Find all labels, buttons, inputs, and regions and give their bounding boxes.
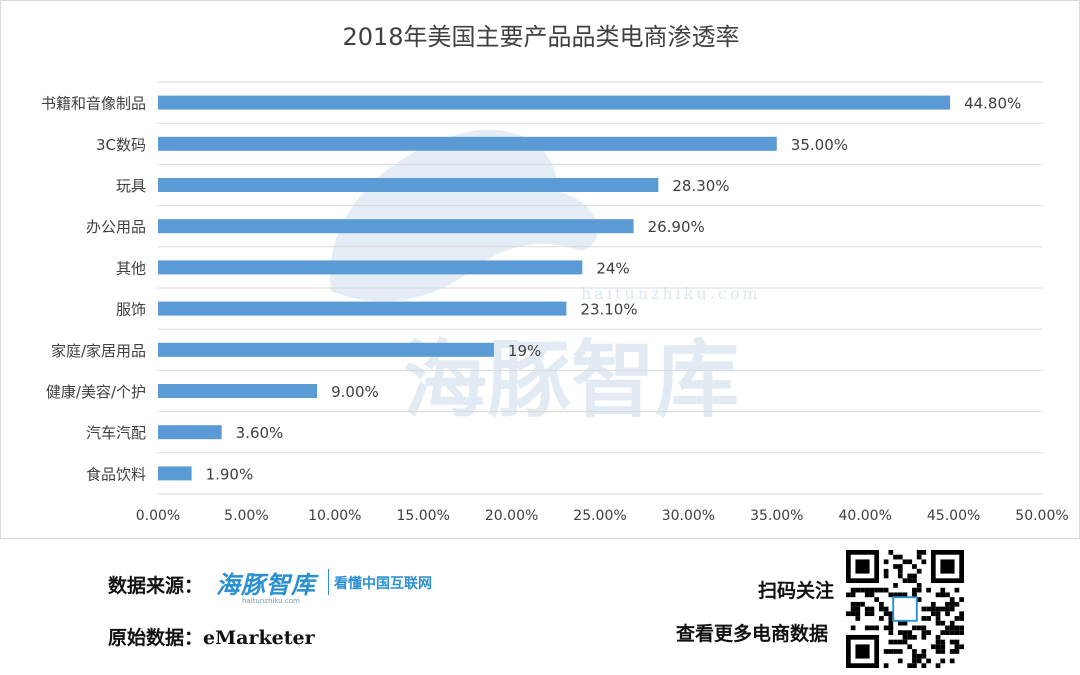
bar	[158, 425, 222, 440]
x-axis-ticks: 0.00% 5.00% 10.00% 15.00% 20.00% 25.00% 30.00%…	[136, 508, 1069, 524]
data-labels: 44.80% 35.00% 28.30% 26.90% 24% 23.10% 19% 9.00…	[206, 95, 1022, 484]
bars	[158, 95, 951, 481]
value-label: 26.90%	[648, 218, 705, 236]
category-label: 书籍和音像制品	[41, 95, 146, 113]
brand-logo: 海豚智库	[216, 571, 316, 599]
qr-code-icon[interactable]	[846, 547, 964, 671]
x-tick-label: 40.00%	[839, 508, 892, 524]
value-label: 1.90%	[206, 465, 254, 483]
watermark-dolphin-icon	[329, 129, 599, 302]
x-tick-label: 5.00%	[224, 508, 268, 524]
x-tick-label: 25.00%	[573, 508, 626, 524]
origin-value: eMarketer	[203, 627, 315, 649]
x-tick-label: 20.00%	[485, 508, 538, 524]
bar	[158, 260, 583, 275]
bar	[158, 95, 951, 110]
x-tick-label: 10.00%	[308, 508, 361, 524]
bar	[158, 178, 659, 192]
brand-divider	[328, 569, 329, 595]
chart-panel: 海豚智库 haitunzhiku.com 2018年美国主要产品品类电商渗透率 …	[0, 0, 1080, 539]
value-label: 23.10%	[580, 301, 637, 319]
category-label: 家庭/家居用品	[51, 342, 146, 360]
value-label: 35.00%	[791, 136, 848, 154]
bar	[158, 384, 318, 398]
x-tick-label: 35.00%	[750, 508, 803, 524]
watermark-domain: haitunzhiku.com	[581, 284, 761, 303]
category-label: 办公用品	[86, 218, 146, 236]
source-label: 数据来源：	[108, 575, 204, 597]
bar	[158, 301, 567, 316]
x-tick-label: 30.00%	[662, 508, 715, 524]
x-tick-label: 50.00%	[1015, 508, 1068, 524]
category-label: 食品饮料	[86, 465, 146, 483]
bar	[158, 342, 494, 357]
value-label: 9.00%	[331, 383, 379, 401]
x-tick-label: 45.00%	[927, 508, 980, 524]
origin-label-text: 原始数据：	[108, 627, 204, 649]
bar	[158, 219, 634, 234]
brand-slogan: 看懂中国互联网	[334, 576, 432, 592]
x-tick-label: 0.00%	[136, 508, 180, 524]
scan-label: 扫码关注	[758, 580, 835, 602]
value-label: 28.30%	[672, 177, 729, 195]
x-tick-label: 15.00%	[397, 508, 450, 524]
bar	[158, 466, 192, 481]
qr-center-logo-icon	[892, 596, 918, 622]
brand-domain: haitunzhiku.com	[242, 597, 300, 605]
category-label: 3C数码	[96, 136, 146, 154]
x-gridlines	[158, 81, 1042, 495]
category-label: 玩具	[116, 177, 146, 195]
watermark: 海豚智库 haitunzhiku.com	[329, 129, 761, 429]
category-label: 汽车汽配	[86, 424, 146, 442]
value-label: 24%	[596, 259, 629, 277]
value-label: 44.80%	[964, 95, 1021, 113]
value-label: 19%	[508, 342, 541, 360]
bar-chart: 海豚智库 haitunzhiku.com 2018年美国主要产品品类电商渗透率 …	[41, 23, 1069, 524]
bar	[158, 136, 777, 151]
chart-title: 2018年美国主要产品品类电商渗透率	[342, 23, 739, 51]
category-label: 其他	[116, 259, 146, 277]
category-label: 服饰	[116, 301, 146, 319]
category-label: 健康/美容/个护	[46, 383, 146, 401]
footer: 数据来源： 海豚智库 haitunzhiku.com 看懂中国互联网 原始数据：…	[0, 539, 1080, 675]
origin-data-label: 原始数据：eMarketer	[108, 623, 315, 650]
value-label: 3.60%	[236, 424, 284, 442]
more-data-label: 查看更多电商数据	[676, 623, 829, 645]
y-axis-categories: 书籍和音像制品 3C数码玩具办公用品其他服饰家庭/家居用品健康/美容/个护汽车汽配…	[41, 95, 146, 484]
